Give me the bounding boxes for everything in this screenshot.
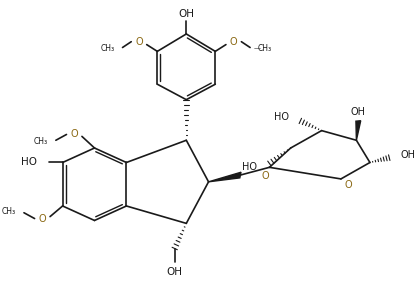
Text: O: O	[135, 37, 143, 47]
Text: CH₃: CH₃	[258, 44, 272, 53]
Text: O: O	[230, 37, 237, 47]
Polygon shape	[208, 172, 241, 182]
Text: OH: OH	[401, 150, 415, 160]
Text: OH: OH	[351, 107, 366, 117]
Text: O: O	[345, 180, 352, 190]
Text: O: O	[39, 213, 46, 223]
Text: OH: OH	[178, 9, 194, 19]
Text: CH₃: CH₃	[34, 137, 48, 146]
Text: HO: HO	[22, 157, 37, 168]
Text: O: O	[71, 129, 78, 139]
Text: —: —	[253, 46, 260, 52]
Text: HO: HO	[242, 162, 257, 172]
Text: CH₃: CH₃	[101, 44, 115, 53]
Text: OH: OH	[167, 267, 183, 277]
Text: HO: HO	[274, 112, 289, 122]
Polygon shape	[356, 121, 361, 140]
Text: O: O	[262, 171, 269, 181]
Text: CH₃: CH₃	[2, 207, 16, 216]
